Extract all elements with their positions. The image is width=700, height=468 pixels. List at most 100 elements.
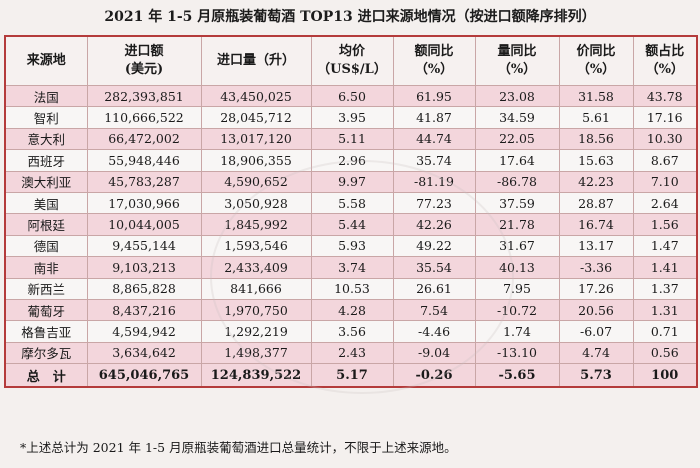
table-row: 南非 9,103,213 2,433,409 3.74 35.54 40.13 -3.36 1…: [4, 256, 698, 279]
origin-cell: 阿根廷: [4, 213, 88, 236]
table-row: 智利 110,666,522 28,045,712 3.95 41.87 34.59 5.6…: [4, 106, 698, 129]
value-cell: 2.43: [310, 341, 394, 365]
value-cell: -6.07: [558, 320, 634, 343]
value-cell: 31.67: [474, 234, 560, 258]
value-cell: 17,030,966: [86, 191, 202, 215]
total-value: 645,046,765: [86, 363, 202, 388]
table-row: 葡萄牙 8,437,216 1,970,750 4.28 7.54 -10.72 20.56…: [4, 298, 698, 322]
header-value-yoy: 额同比 （%）: [392, 35, 476, 86]
table-row: 意大利 66,472,002 13,017,120 5.11 44.74 22.05 18.…: [4, 127, 698, 151]
total-value: -0.26: [392, 363, 476, 388]
value-cell: 34.59: [474, 106, 560, 129]
origin-cell: 新西兰: [4, 277, 88, 300]
value-cell: 45,783,287: [86, 170, 202, 193]
value-cell: 23.08: [474, 84, 560, 108]
value-cell: 5.44: [310, 213, 394, 236]
value-cell: 49.22: [392, 234, 476, 258]
origin-cell: 美国: [4, 191, 88, 215]
value-cell: 35.54: [392, 256, 476, 279]
wine-import-table: 来源地 进口额 (美元) 进口量（升） 均价 （US$/L） 额同比 （%） 量同比（…: [4, 35, 698, 389]
value-cell: 0.56: [632, 341, 698, 365]
value-cell: 9.97: [310, 170, 394, 193]
header-value-share: 额占比 （%）: [632, 35, 698, 86]
table-row: 摩尔多瓦 3,634,642 1,498,377 2.43 -9.04 -13.10 4.7…: [4, 341, 698, 365]
table-row: 西班牙 55,948,446 18,906,355 2.96 35.74 17.64 15.…: [4, 149, 698, 172]
value-cell: 4,594,942: [86, 320, 202, 343]
value-cell: 77.23: [392, 191, 476, 215]
value-cell: -10.72: [474, 298, 560, 322]
footnote: *上述总计为 2021 年 1-5 月原瓶装葡萄酒进口总量统计，不限于上述来源地…: [20, 440, 457, 455]
value-cell: 5.93: [310, 234, 394, 258]
origin-cell: 法国: [4, 84, 88, 108]
origin-cell: 摩尔多瓦: [4, 341, 88, 365]
value-cell: -9.04: [392, 341, 476, 365]
value-cell: 4.74: [558, 341, 634, 365]
value-cell: 8,437,216: [86, 298, 202, 322]
value-cell: 1.41: [632, 256, 698, 279]
origin-cell: 意大利: [4, 127, 88, 151]
total-row: 总 计 645,046,765 124,839,522 5.17 -0.26 -5.65 5…: [4, 363, 698, 388]
value-cell: 28.87: [558, 191, 634, 215]
value-cell: 1.37: [632, 277, 698, 300]
header-price-yoy: 价同比 （%）: [558, 35, 634, 86]
origin-cell: 格鲁吉亚: [4, 320, 88, 343]
value-cell: 20.56: [558, 298, 634, 322]
value-cell: 3.74: [310, 256, 394, 279]
value-cell: 28,045,712: [200, 106, 312, 129]
table-body: 法国 282,393,851 43,450,025 6.50 61.95 23.08 31.…: [4, 84, 698, 388]
value-cell: 7.95: [474, 277, 560, 300]
value-cell: 6.50: [310, 84, 394, 108]
value-cell: 31.58: [558, 84, 634, 108]
value-cell: 5.11: [310, 127, 394, 151]
origin-cell: 智利: [4, 106, 88, 129]
value-cell: 3.95: [310, 106, 394, 129]
value-cell: 4.28: [310, 298, 394, 322]
value-cell: 1.31: [632, 298, 698, 322]
table-row: 德国 9,455,144 1,593,546 5.93 49.22 31.67 13.17 1…: [4, 234, 698, 258]
value-cell: 22.05: [474, 127, 560, 151]
value-cell: 16.74: [558, 213, 634, 236]
value-cell: 3,050,928: [200, 191, 312, 215]
origin-cell: 南非: [4, 256, 88, 279]
table-title: 2021 年 1-5 月原瓶装葡萄酒 TOP13 进口来源地情况（按进口额降序排…: [104, 9, 596, 25]
value-cell: -81.19: [392, 170, 476, 193]
value-cell: 13.17: [558, 234, 634, 258]
value-cell: 7.54: [392, 298, 476, 322]
header-volume-yoy: 量同比 （%）: [474, 35, 560, 86]
value-cell: 13,017,120: [200, 127, 312, 151]
header-origin: 来源地: [4, 35, 88, 86]
total-value: 5.17: [310, 363, 394, 388]
total-value: 5.73: [558, 363, 634, 388]
value-cell: 1,498,377: [200, 341, 312, 365]
total-value: 124,839,522: [200, 363, 312, 388]
value-cell: 42.23: [558, 170, 634, 193]
value-cell: 2.64: [632, 191, 698, 215]
header-row: 来源地 进口额 (美元) 进口量（升） 均价 （US$/L） 额同比 （%） 量同比（…: [4, 35, 698, 86]
value-cell: 10.30: [632, 127, 698, 151]
value-cell: 17.26: [558, 277, 634, 300]
table-row: 新西兰 8,865,828 841,666 10.53 26.61 7.95 17.26 1.…: [4, 277, 698, 300]
value-cell: -4.46: [392, 320, 476, 343]
value-cell: 7.10: [632, 170, 698, 193]
table-row: 美国 17,030,966 3,050,928 5.58 77.23 37.59 28.87…: [4, 191, 698, 215]
value-cell: 17.16: [632, 106, 698, 129]
value-cell: 21.78: [474, 213, 560, 236]
value-cell: 2.96: [310, 149, 394, 172]
value-cell: 2,433,409: [200, 256, 312, 279]
value-cell: 66,472,002: [86, 127, 202, 151]
value-cell: 43,450,025: [200, 84, 312, 108]
value-cell: 41.87: [392, 106, 476, 129]
value-cell: 1,593,546: [200, 234, 312, 258]
value-cell: 282,393,851: [86, 84, 202, 108]
value-cell: 37.59: [474, 191, 560, 215]
value-cell: 5.61: [558, 106, 634, 129]
value-cell: 10,044,005: [86, 213, 202, 236]
table-row: 澳大利亚 45,783,287 4,590,652 9.97 -81.19 -86.78 4…: [4, 170, 698, 193]
header-import-volume: 进口量（升）: [200, 35, 312, 86]
value-cell: 18,906,355: [200, 149, 312, 172]
value-cell: 35.74: [392, 149, 476, 172]
value-cell: -3.36: [558, 256, 634, 279]
total-label: 总 计: [4, 363, 88, 388]
table-row: 法国 282,393,851 43,450,025 6.50 61.95 23.08 31.…: [4, 84, 698, 108]
